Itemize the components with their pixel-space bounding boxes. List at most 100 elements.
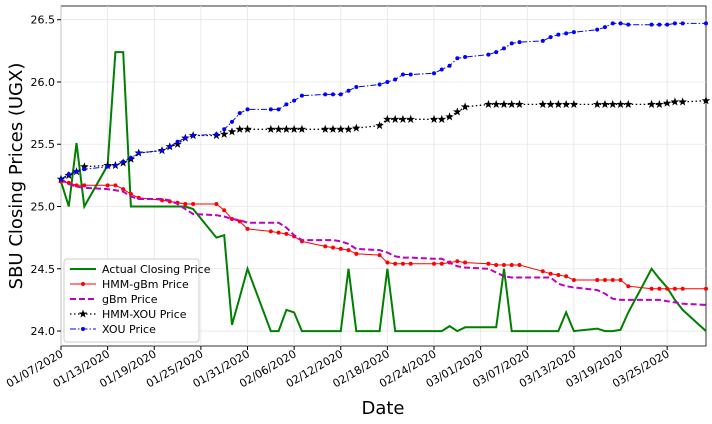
- point: [191, 202, 196, 207]
- point: [494, 263, 499, 268]
- point: [678, 97, 687, 106]
- point: [608, 99, 617, 108]
- point: [600, 99, 610, 108]
- point: [105, 164, 110, 169]
- point: [400, 72, 405, 77]
- point: [105, 183, 110, 188]
- point: [377, 82, 382, 87]
- point: [113, 163, 118, 168]
- y-axis-label: SBU Closing Prices (UGX): [6, 63, 27, 290]
- point: [501, 46, 506, 51]
- point: [672, 21, 677, 26]
- point: [437, 114, 447, 123]
- point: [128, 192, 133, 197]
- x-axis-label: Date: [361, 398, 404, 419]
- point: [453, 107, 462, 116]
- point: [237, 111, 242, 116]
- legend-label: HMM-gBm Price: [102, 278, 189, 291]
- point: [229, 119, 234, 124]
- point: [268, 107, 273, 112]
- point: [571, 277, 576, 282]
- point: [517, 40, 522, 45]
- point: [546, 99, 555, 108]
- point: [626, 22, 631, 27]
- point: [445, 112, 454, 121]
- y-tick-label: 26.0: [31, 76, 56, 89]
- point: [486, 261, 491, 266]
- point: [175, 139, 180, 144]
- point: [183, 202, 188, 207]
- point: [429, 114, 439, 123]
- point: [624, 99, 633, 108]
- point: [82, 167, 87, 172]
- point: [227, 127, 237, 136]
- point: [274, 124, 283, 133]
- point: [556, 273, 561, 278]
- point: [320, 124, 330, 133]
- point: [336, 124, 345, 133]
- point: [390, 114, 400, 123]
- point: [439, 261, 444, 266]
- point: [647, 99, 656, 108]
- point: [455, 259, 460, 264]
- point: [447, 63, 452, 68]
- legend-label: XOU Price: [102, 323, 156, 336]
- point: [383, 114, 392, 123]
- point: [80, 162, 89, 171]
- point: [338, 92, 343, 97]
- point: [292, 98, 297, 103]
- point: [657, 286, 662, 291]
- point: [618, 21, 623, 26]
- point: [494, 50, 499, 55]
- point: [540, 38, 545, 43]
- point: [704, 21, 708, 26]
- point: [486, 52, 491, 57]
- point: [491, 99, 501, 108]
- legend-marker: [81, 282, 85, 286]
- point: [460, 102, 470, 111]
- point: [121, 159, 126, 164]
- point: [222, 127, 227, 132]
- point: [564, 274, 569, 279]
- point: [672, 286, 677, 291]
- legend-box: [63, 258, 200, 343]
- point: [352, 123, 361, 132]
- point: [74, 169, 79, 174]
- point: [517, 263, 522, 268]
- point: [509, 41, 514, 46]
- point: [662, 98, 672, 107]
- point: [245, 107, 250, 112]
- legend-label: gBm Price: [102, 293, 158, 306]
- point: [665, 22, 670, 27]
- point: [610, 277, 615, 282]
- point: [59, 177, 63, 182]
- point: [385, 79, 390, 84]
- point: [346, 248, 351, 253]
- point: [649, 286, 654, 291]
- point: [323, 92, 328, 97]
- point: [191, 133, 196, 138]
- point: [282, 124, 291, 133]
- point: [237, 219, 242, 224]
- point: [501, 263, 506, 268]
- series-line: [60, 51, 707, 333]
- point: [160, 148, 165, 153]
- y-tick-label: 24.5: [31, 263, 56, 276]
- point: [235, 124, 244, 133]
- y-tick-label: 26.5: [31, 14, 56, 27]
- series-line: [60, 178, 707, 306]
- point: [507, 99, 516, 108]
- point: [509, 263, 514, 268]
- legend-marker: [81, 327, 85, 331]
- point: [354, 251, 359, 256]
- point: [649, 22, 654, 27]
- point: [554, 99, 563, 108]
- point: [463, 55, 468, 60]
- point: [82, 183, 87, 188]
- point: [66, 172, 71, 177]
- point: [400, 261, 405, 266]
- point: [299, 93, 304, 98]
- series-line: [60, 22, 706, 180]
- point: [670, 97, 680, 106]
